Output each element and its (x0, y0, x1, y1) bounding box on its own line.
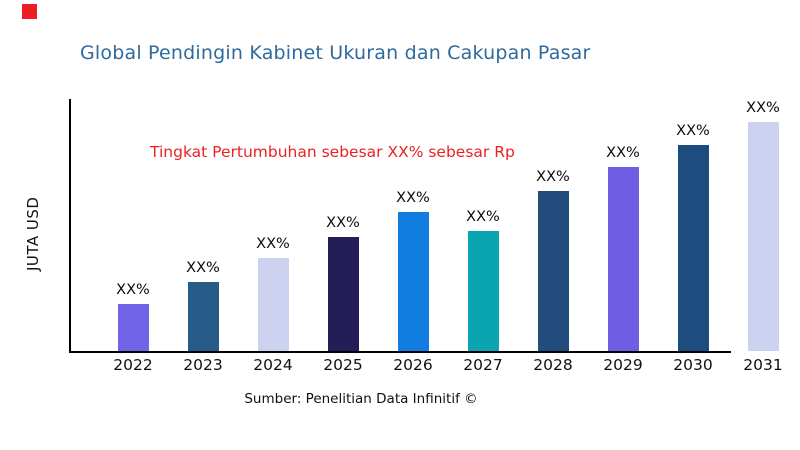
x-tick-2029: 2029 (603, 356, 643, 374)
x-axis-tick-row: 2022 2023 2024 2025 2026 2027 2028 2029 2030 2031 (98, 356, 798, 374)
bars-area: XX% XX% XX% XX% XX% XX% XX% XX% XX% XX% (98, 100, 798, 351)
bar-column-2025: XX% (308, 100, 378, 351)
x-tick-2025: 2025 (323, 356, 363, 374)
source-caption: Sumber: Penelitian Data Infinitif © (244, 391, 478, 407)
bar-2024 (257, 258, 289, 351)
bar-column-2031: XX% (728, 100, 798, 351)
y-axis-line (69, 99, 71, 353)
bar-2025 (327, 237, 359, 351)
growth-rate-annotation: Tingkat Pertumbuhan sebesar XX% sebesar … (150, 143, 515, 161)
x-tick-2027: 2027 (463, 356, 503, 374)
bar-column-2022: XX% (98, 100, 168, 351)
x-tick-2024: 2024 (253, 356, 293, 374)
x-tick-2023: 2023 (183, 356, 223, 374)
chart-title: Global Pendingin Kabinet Ukuran dan Caku… (80, 42, 591, 64)
bar-value-label: XX% (676, 123, 710, 140)
bar-value-label: XX% (606, 145, 640, 162)
bar-column-2027: XX% (448, 100, 518, 351)
bar-value-label: XX% (536, 169, 570, 186)
bar-value-label: XX% (186, 260, 220, 277)
bar-value-label: XX% (116, 282, 150, 299)
bar-value-label: XX% (326, 215, 360, 232)
bar-value-label: XX% (746, 100, 780, 117)
y-axis-label: JUTA USD (24, 196, 42, 272)
bar-2030 (677, 145, 709, 351)
brand-red-square-icon (22, 4, 37, 19)
bar-column-2029: XX% (588, 100, 658, 351)
x-tick-2022: 2022 (113, 356, 153, 374)
bar-2031 (747, 122, 779, 351)
x-tick-2031: 2031 (743, 356, 783, 374)
x-tick-2028: 2028 (533, 356, 573, 374)
bar-2027 (467, 231, 499, 351)
bar-value-label: XX% (396, 190, 430, 207)
bar-value-label: XX% (466, 209, 500, 226)
bar-2023 (187, 282, 219, 351)
x-axis-line (69, 351, 731, 353)
bar-column-2023: XX% (168, 100, 238, 351)
bar-column-2024: XX% (238, 100, 308, 351)
bar-2029 (607, 167, 639, 351)
bar-2026 (397, 212, 429, 351)
bar-column-2028: XX% (518, 100, 588, 351)
x-tick-2026: 2026 (393, 356, 433, 374)
bar-2028 (537, 191, 569, 351)
bar-value-label: XX% (256, 236, 290, 253)
x-tick-2030: 2030 (673, 356, 713, 374)
bar-2022 (117, 304, 149, 351)
bar-column-2026: XX% (378, 100, 448, 351)
bar-column-2030: XX% (658, 100, 728, 351)
